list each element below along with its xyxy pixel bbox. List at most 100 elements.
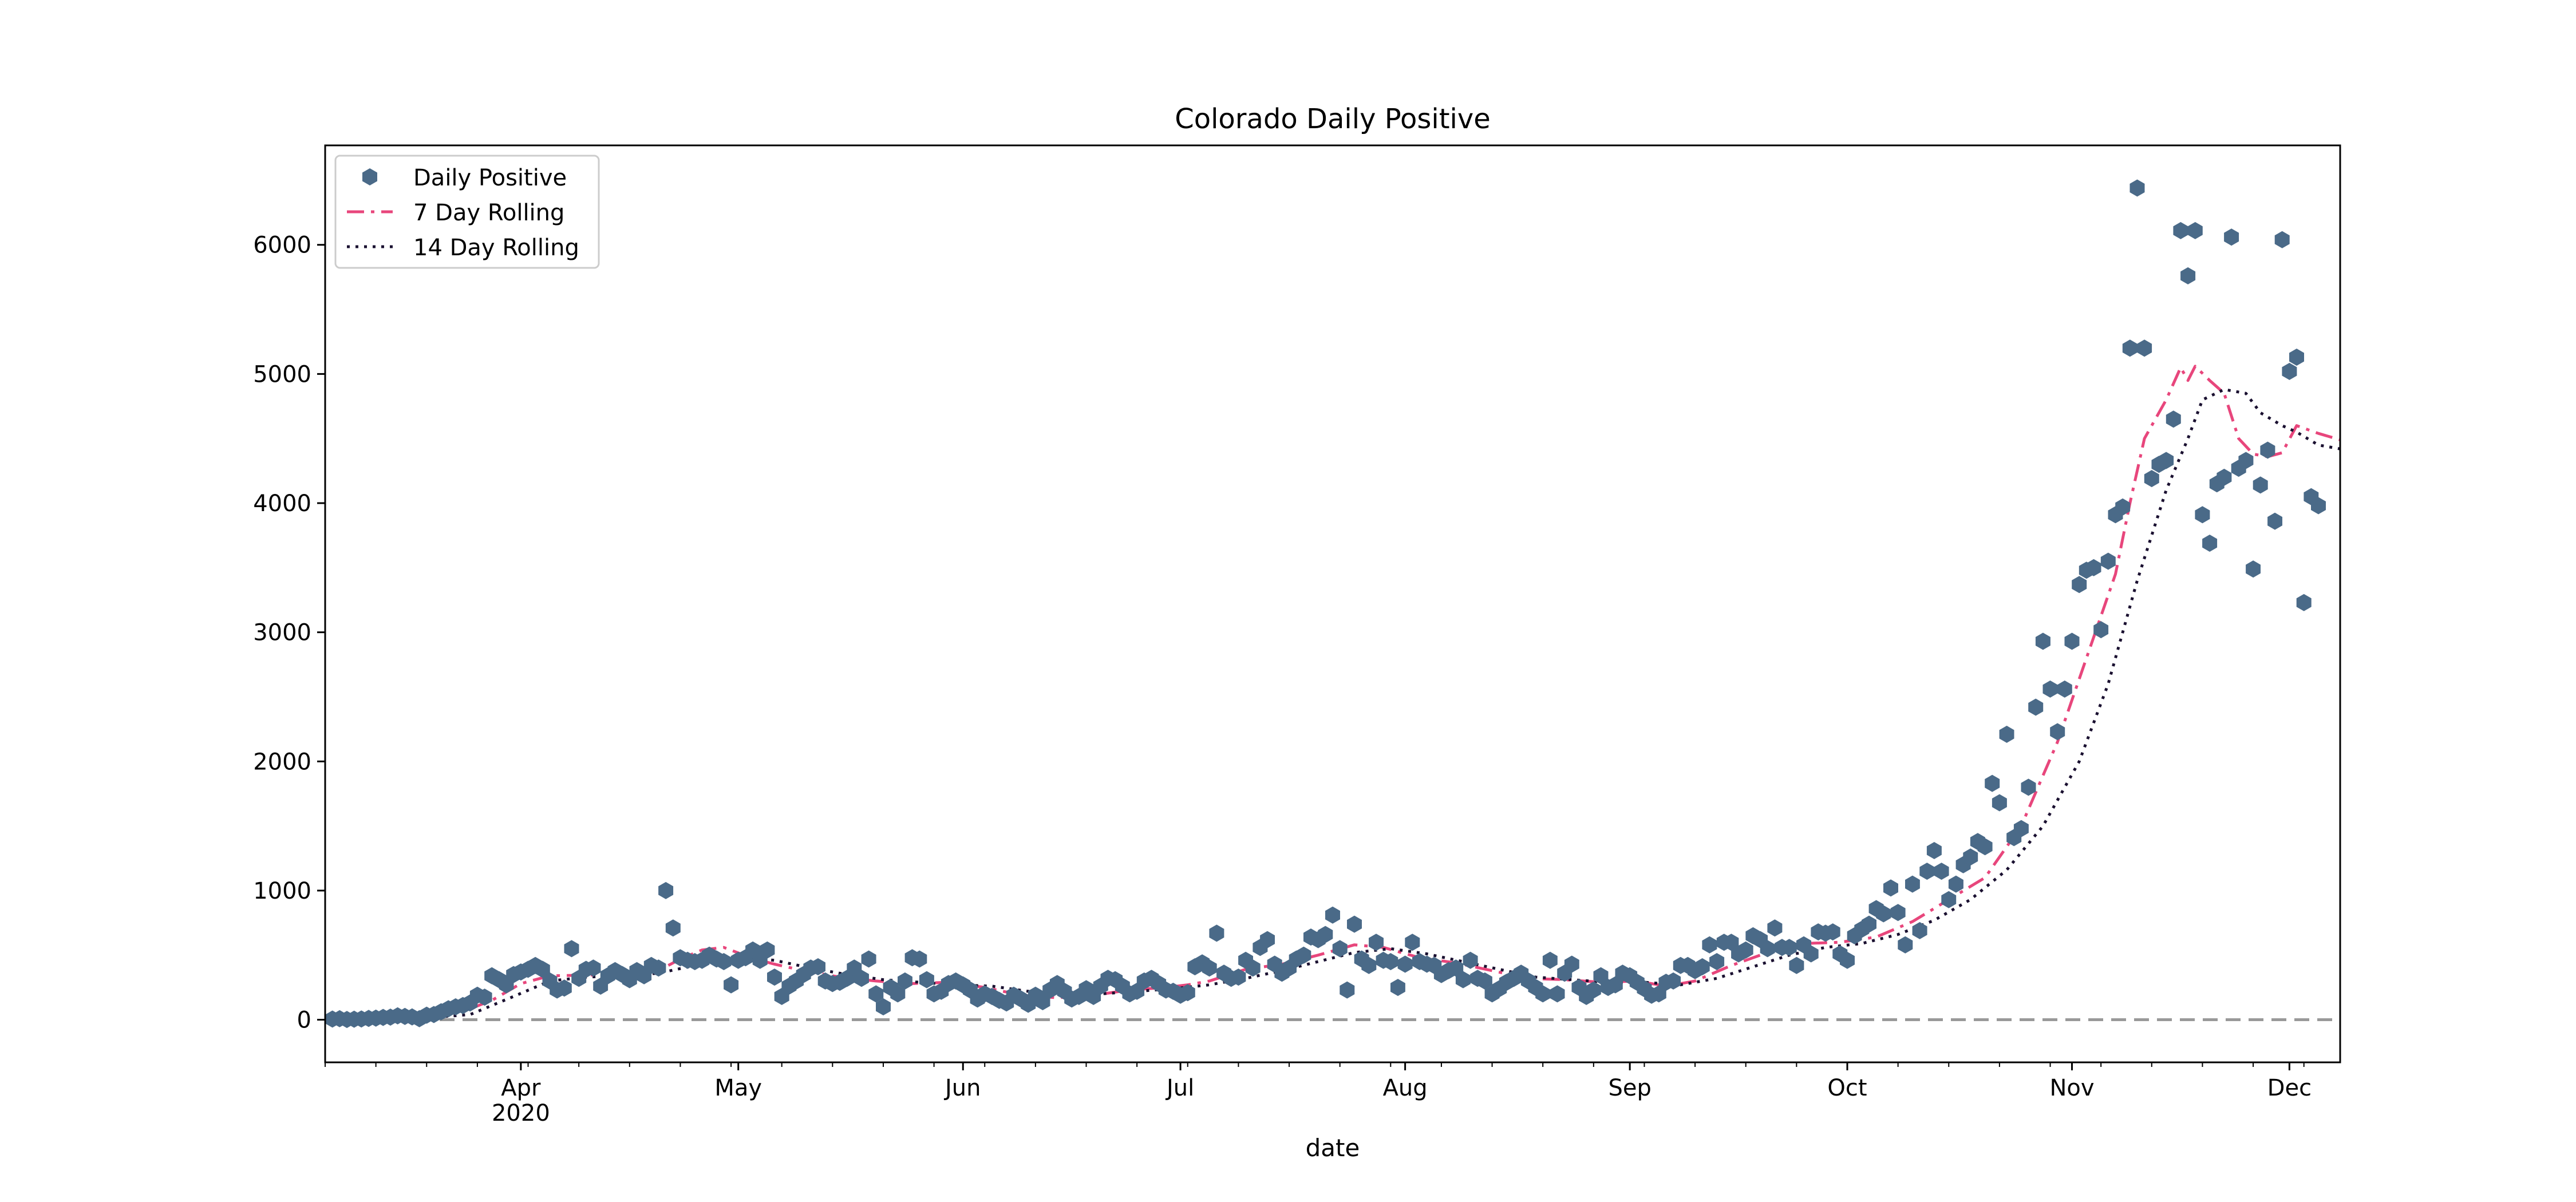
data-point [767, 968, 782, 986]
data-point [1245, 959, 1261, 977]
data-point [2180, 267, 2196, 284]
data-point [2224, 228, 2239, 246]
y-tick-label: 0 [297, 1007, 311, 1034]
data-point [2115, 498, 2131, 516]
data-point [1934, 863, 1949, 880]
data-point [665, 919, 681, 937]
data-point [1912, 922, 1927, 939]
data-point [898, 972, 912, 990]
x-tick-label: Aug [1383, 1075, 1428, 1101]
data-point [1586, 981, 1601, 999]
y-tick-label: 5000 [253, 361, 311, 388]
data-point [1898, 936, 1913, 954]
data-point [2274, 231, 2290, 248]
data-point [1209, 924, 1224, 942]
data-point [1883, 879, 1898, 897]
data-point [1383, 953, 1398, 970]
data-point [1477, 972, 1492, 990]
data-point [1035, 993, 1050, 1010]
data-point [1296, 946, 1311, 964]
data-point [1789, 956, 1804, 974]
x-tick-label: Jul [1165, 1075, 1194, 1101]
data-point [1890, 904, 1906, 922]
data-point [2021, 778, 2036, 796]
y-tick-label: 6000 [253, 232, 311, 259]
data-point [2042, 680, 2058, 698]
data-point [2129, 179, 2145, 197]
data-point [890, 985, 906, 1003]
data-point [1919, 863, 1935, 880]
y-tick-label: 4000 [253, 491, 311, 517]
x-tick-label: Nov [2049, 1075, 2094, 1101]
y-axis: 0 1000 2000 3000 4000 5000 6000 [253, 232, 325, 1034]
data-point [2057, 680, 2072, 698]
data-point [1180, 984, 1195, 1002]
data-point [1876, 905, 1891, 923]
data-point [1448, 959, 1464, 977]
data-point [1825, 923, 1840, 941]
x-tick-label: Dec [2267, 1075, 2312, 1101]
data-point [1905, 875, 1920, 893]
data-point [586, 959, 601, 977]
data-point [1694, 958, 1710, 975]
x-tick-label: Sep [1608, 1075, 1651, 1101]
data-point [1593, 967, 1609, 984]
data-point [2296, 594, 2312, 611]
data-point [1803, 945, 1819, 963]
data-point [1397, 955, 1413, 973]
data-point [1564, 955, 1579, 973]
data-point [2100, 552, 2116, 570]
data-point [1738, 941, 1753, 959]
data-point [1347, 915, 1362, 933]
data-point [2013, 820, 2029, 837]
data-point [1607, 976, 1623, 994]
data-point [868, 985, 884, 1003]
data-point [716, 953, 732, 970]
data-point [861, 950, 876, 968]
data-point [2166, 410, 2181, 428]
y-tick-label: 1000 [253, 878, 311, 904]
data-point [1318, 926, 1333, 943]
data-point [477, 989, 492, 1006]
x-tick-label: Oct [1827, 1075, 1867, 1101]
data-point [811, 958, 825, 975]
data-point [2159, 452, 2174, 469]
data-point [1369, 934, 1384, 951]
legend-label-7-day-rolling: 7 Day Rolling [413, 200, 564, 226]
data-point [2086, 559, 2101, 576]
data-point [2238, 452, 2254, 469]
data-point [1724, 934, 1739, 951]
data-point [1666, 972, 1681, 990]
legend: Daily Positive 7 Day Rolling 14 Day Roll… [334, 155, 600, 269]
y-tick-label: 2000 [253, 749, 311, 775]
data-point [2122, 339, 2138, 357]
x-tick-sublabel: 2020 [492, 1100, 550, 1126]
data-point [1202, 959, 1217, 977]
data-point [1542, 951, 1558, 969]
data-point [1948, 875, 1963, 893]
data-point [1767, 919, 1783, 937]
data-point [2282, 362, 2297, 380]
data-point [2093, 621, 2109, 639]
data-point [1926, 842, 1942, 859]
x-axis-label: date [1306, 1134, 1360, 1162]
data-point [912, 950, 927, 968]
data-point [1231, 968, 1246, 986]
data-point [876, 998, 891, 1015]
data-point [1361, 956, 1377, 974]
legend-label-daily-positive: Daily Positive [413, 165, 567, 191]
x-tick-label: May [714, 1075, 762, 1101]
y-tick-label: 3000 [253, 620, 311, 646]
data-point [2050, 723, 2065, 741]
data-point [1651, 985, 1666, 1003]
data-point [535, 960, 550, 978]
data-point [1405, 934, 1420, 951]
data-point [2289, 349, 2304, 366]
data-point [651, 959, 666, 977]
data-point [2217, 468, 2232, 486]
data-point [1455, 971, 1471, 989]
data-point [2195, 506, 2210, 524]
data-point [2202, 535, 2218, 552]
